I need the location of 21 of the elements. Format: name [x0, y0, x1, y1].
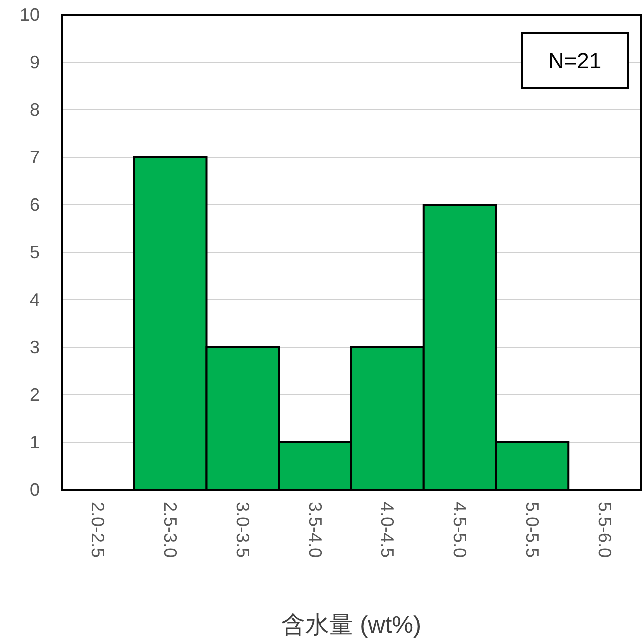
y-tick-label: 0 — [30, 480, 40, 500]
y-tick-label: 10 — [20, 5, 40, 25]
x-tick-label: 2.0-2.5 — [88, 502, 108, 558]
annotation: N=21 — [548, 48, 602, 74]
x-tick-label: 5.5-6.0 — [594, 502, 615, 558]
x-tick-label: 4.5-5.0 — [450, 502, 470, 558]
x-tick-label: 4.0-4.5 — [378, 502, 398, 558]
x-tick-label: 3.5-4.0 — [305, 502, 326, 558]
x-tick-label: 2.5-3.0 — [160, 502, 181, 558]
y-tick-label: 4 — [30, 290, 40, 310]
y-tick-label: 9 — [30, 52, 40, 72]
y-tick-label: 7 — [30, 148, 40, 168]
y-tick-label: 6 — [30, 195, 40, 215]
y-tick-label: 1 — [30, 432, 40, 452]
y-tick-label: 8 — [30, 100, 40, 120]
y-tick-label: 3 — [30, 338, 40, 358]
x-tick-label: 5.0-5.5 — [522, 502, 542, 558]
y-tick-label: 2 — [30, 385, 40, 405]
y-tick-label: 5 — [30, 242, 40, 262]
x-axis-title: 含水量 (wt%) — [282, 612, 422, 639]
x-tick-label: 3.0-3.5 — [232, 502, 253, 558]
